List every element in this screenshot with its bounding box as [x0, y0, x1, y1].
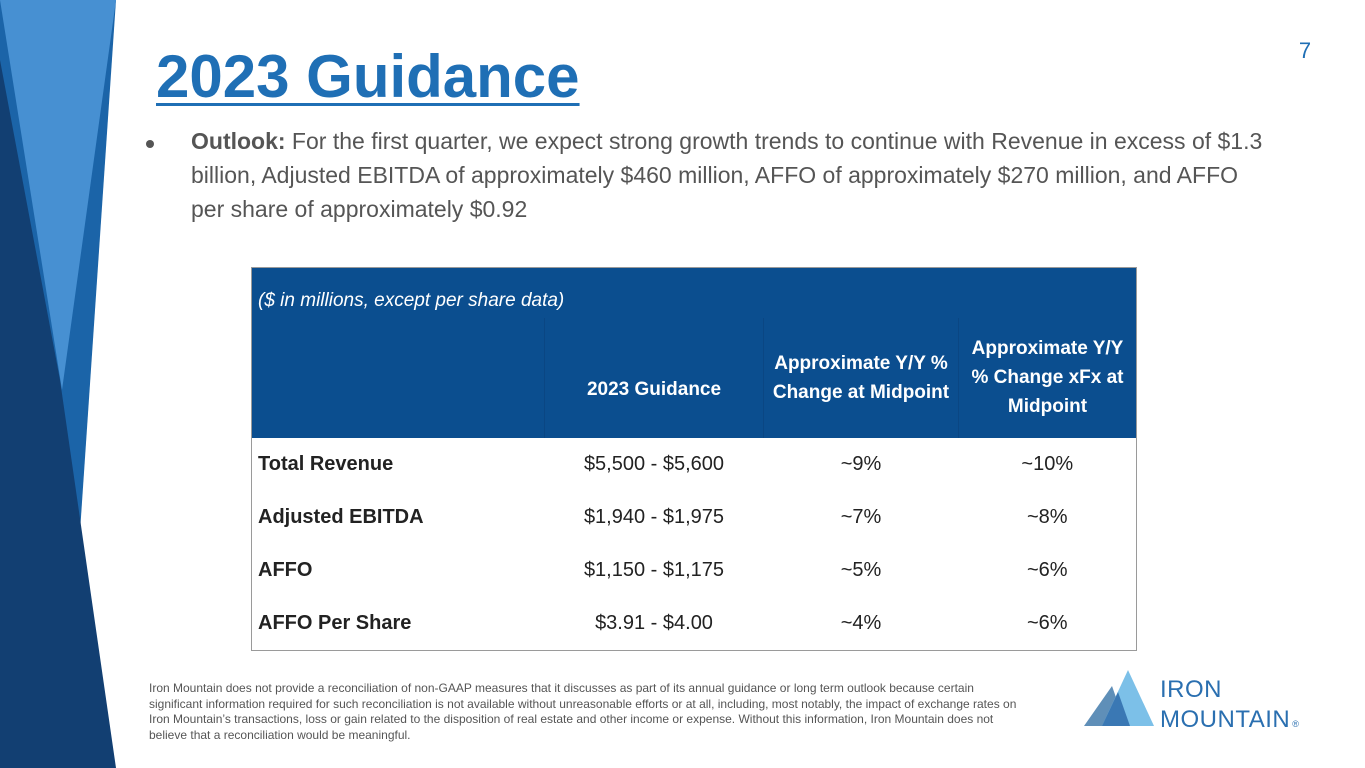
- row-label: AFFO Per Share: [258, 611, 412, 634]
- table-caption: ($ in millions, except per share data): [258, 290, 565, 311]
- table-header-row: 2023 Guidance Approximate Y/Y % Change a…: [251, 317, 1137, 438]
- table-row: AFFO Per Share $3.91 - $4.00 ~4% ~6%: [252, 597, 1137, 651]
- header-change-xfx: Approximate Y/Y % Change xFx at Midpoint: [958, 317, 1137, 438]
- page-number: 7: [1298, 38, 1312, 63]
- row-change: ~4%: [840, 611, 882, 634]
- row-guidance: $3.91 - $4.00: [595, 611, 713, 634]
- footnote: Iron Mountain does not provide a reconci…: [149, 681, 1017, 742]
- row-guidance: $1,150 - $1,175: [583, 558, 725, 581]
- registered-mark: ®: [1292, 719, 1300, 729]
- logo-line-1: IRON: [1160, 676, 1222, 703]
- table-row: Adjusted EBITDA $1,940 - $1,975 ~7% ~8%: [252, 491, 1137, 544]
- row-change-xfx: ~10%: [1021, 452, 1074, 475]
- header-change: Approximate Y/Y % Change at Midpoint: [763, 317, 959, 438]
- outlook-paragraph: Outlook: For the first quarter, we expec…: [191, 124, 1271, 226]
- outlook-text: For the first quarter, we expect strong …: [191, 128, 1263, 222]
- deco-triangle-dark: [0, 60, 116, 768]
- table-row: Total Revenue $5,500 - $5,600 ~9% ~10%: [252, 438, 1137, 491]
- table-caption-row: ($ in millions, except per share data): [251, 267, 1137, 318]
- logo-line-2: MOUNTAIN ®: [1160, 705, 1300, 735]
- page-title: 2023 Guidance: [156, 43, 580, 110]
- bullet-dot: [146, 140, 154, 148]
- iron-mountain-logo-icon: [1084, 670, 1154, 726]
- row-label: Adjusted EBITDA: [258, 505, 424, 528]
- row-guidance: $5,500 - $5,600: [583, 452, 725, 475]
- row-change: ~9%: [840, 452, 882, 475]
- header-guidance: 2023 Guidance: [544, 317, 764, 438]
- row-change-xfx: ~6%: [1026, 611, 1068, 634]
- deco-triangle-light: [0, 0, 116, 390]
- table-row: AFFO $1,150 - $1,175 ~5% ~6%: [252, 544, 1137, 597]
- row-change-xfx: ~6%: [1026, 558, 1068, 581]
- outlook-label: Outlook:: [191, 128, 286, 154]
- row-change-xfx: ~8%: [1026, 505, 1068, 528]
- row-label: AFFO: [258, 558, 313, 581]
- logo-line-2-text: MOUNTAIN: [1160, 706, 1291, 733]
- left-decoration: [0, 0, 116, 768]
- row-change: ~7%: [840, 505, 882, 528]
- row-guidance: $1,940 - $1,975: [583, 505, 725, 528]
- logo-wordmark: IRON MOUNTAIN ®: [1160, 675, 1300, 735]
- row-change: ~5%: [840, 558, 882, 581]
- header-empty: [252, 318, 545, 438]
- guidance-table: ($ in millions, except per share data) 2…: [251, 267, 1137, 651]
- row-label: Total Revenue: [258, 452, 394, 475]
